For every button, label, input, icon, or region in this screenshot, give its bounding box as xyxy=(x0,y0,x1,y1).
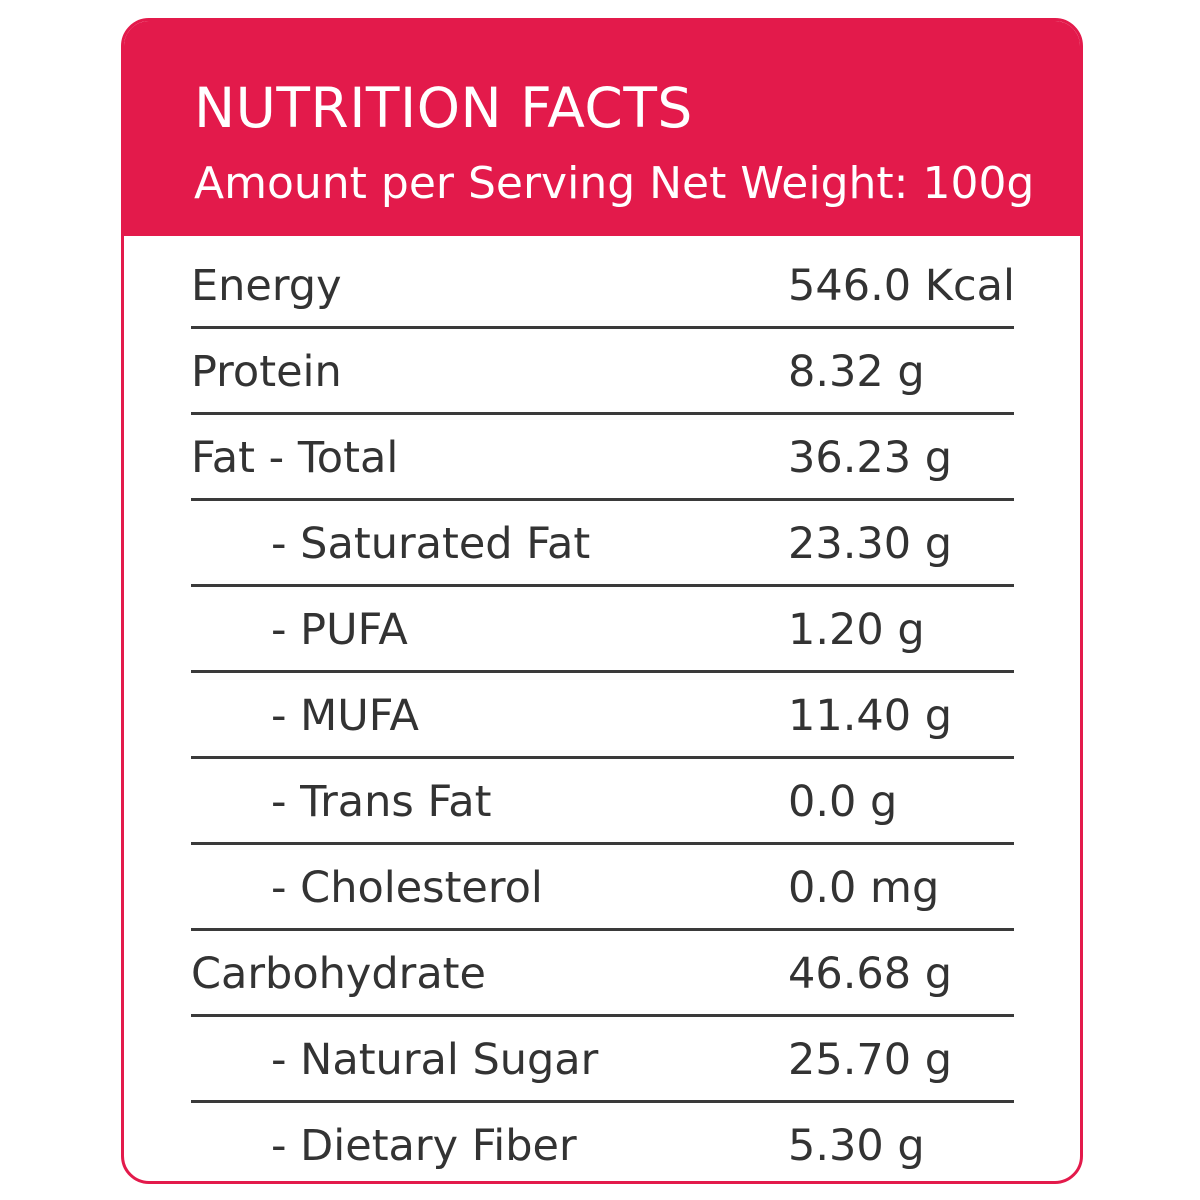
nutrient-label: - Saturated Fat xyxy=(271,519,591,569)
nutrient-value: 23.30 g xyxy=(788,519,953,569)
nutrient-label: - PUFA xyxy=(271,605,408,655)
nutrient-label: - Natural Sugar xyxy=(271,1035,599,1085)
nutrient-value: 36.23 g xyxy=(788,433,953,483)
nutrient-value: 11.40 g xyxy=(788,691,953,741)
nutrition-row-protein: Protein 8.32 g xyxy=(191,329,1014,415)
nutrition-row-cholesterol: - Cholesterol 0.0 mg xyxy=(191,845,1014,931)
panel-title: NUTRITION FACTS xyxy=(194,76,693,140)
nutrient-value: 46.68 g xyxy=(788,949,953,999)
nutrient-label: Energy xyxy=(191,261,342,311)
nutrient-label: - MUFA xyxy=(271,691,419,741)
nutrition-row-carbohydrate: Carbohydrate 46.68 g xyxy=(191,931,1014,1017)
nutrient-label: - Dietary Fiber xyxy=(271,1121,577,1171)
nutrient-value: 8.32 g xyxy=(788,347,925,397)
nutrient-label: - Cholesterol xyxy=(271,863,543,913)
nutrient-value: 0.0 g xyxy=(788,777,898,827)
nutrient-value: 5.30 g xyxy=(788,1121,925,1171)
nutrient-value: 546.0 Kcal xyxy=(788,261,1015,311)
nutrition-row-fat-total: Fat - Total 36.23 g xyxy=(191,415,1014,501)
nutrient-value: 25.70 g xyxy=(788,1035,953,1085)
panel-subtitle: Amount per Serving Net Weight: 100g xyxy=(194,158,1035,209)
nutrient-label: Fat - Total xyxy=(191,433,399,483)
nutrient-label: Carbohydrate xyxy=(191,949,486,999)
nutrition-header: NUTRITION FACTS Amount per Serving Net W… xyxy=(124,21,1080,236)
nutrition-table: Energy 546.0 Kcal Protein 8.32 g Fat - T… xyxy=(191,243,1015,1181)
nutrition-row-pufa: - PUFA 1.20 g xyxy=(191,587,1014,673)
nutrition-row-dietary-fiber: - Dietary Fiber 5.30 g xyxy=(191,1103,1014,1181)
nutrient-value: 1.20 g xyxy=(788,605,925,655)
nutrition-row-mufa: - MUFA 11.40 g xyxy=(191,673,1014,759)
nutrition-row-energy: Energy 546.0 Kcal xyxy=(191,243,1015,329)
nutrient-label: Protein xyxy=(191,347,342,397)
nutrition-row-natural-sugar: - Natural Sugar 25.70 g xyxy=(191,1017,1014,1103)
nutrient-value: 0.0 mg xyxy=(788,863,940,913)
nutrition-row-saturated-fat: - Saturated Fat 23.30 g xyxy=(191,501,1014,587)
nutrition-facts-panel: NUTRITION FACTS Amount per Serving Net W… xyxy=(121,18,1083,1184)
nutrient-label: - Trans Fat xyxy=(271,777,492,827)
nutrition-row-trans-fat: - Trans Fat 0.0 g xyxy=(191,759,1014,845)
